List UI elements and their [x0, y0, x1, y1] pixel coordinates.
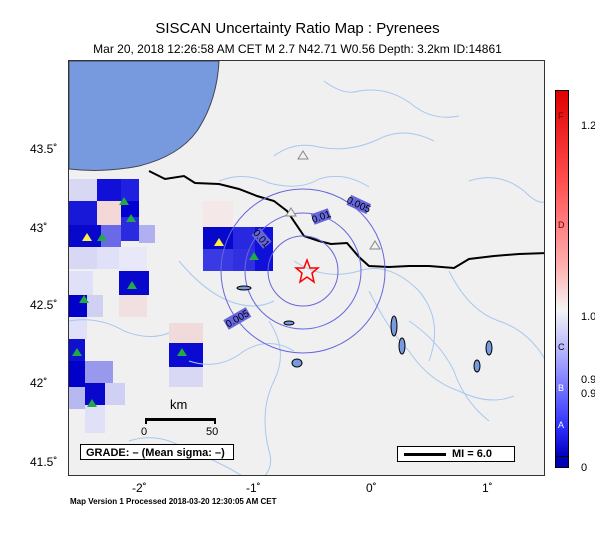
colorbar	[555, 90, 569, 457]
colorbar-label: 0.9	[581, 388, 595, 400]
colorbar-label: 1.2	[581, 120, 595, 132]
station-marker	[72, 348, 82, 356]
colorbar-label: 1.0	[581, 311, 595, 323]
mi-label: MI = 6.0	[452, 448, 493, 460]
rivers	[69, 80, 544, 475]
station-marker	[297, 150, 309, 160]
station-marker	[249, 252, 259, 260]
mi-legend: MI = 6.0	[397, 446, 515, 462]
colorbar-grade: D	[558, 220, 565, 230]
scale-bar	[145, 418, 216, 421]
lakes	[236, 285, 493, 373]
scale-tick	[145, 418, 147, 424]
contour-label: 0.005	[224, 308, 252, 330]
scale-label: 0	[141, 426, 148, 438]
scale-unit: km	[170, 397, 188, 412]
scale-tick	[214, 418, 216, 424]
uncertainty-grid	[69, 179, 273, 433]
scale-label: 50	[206, 426, 219, 438]
lon-label: 0˚	[366, 481, 377, 495]
station-marker	[126, 214, 136, 222]
map-area[interactable]: 0.005 0.01 0.01 0.005	[68, 60, 545, 476]
country-border	[148, 170, 544, 270]
grade-box: GRADE: – (Mean sigma: –)	[80, 444, 234, 460]
epicenter-star	[293, 257, 321, 284]
lon-label: 1˚	[482, 481, 493, 495]
station-marker	[127, 281, 137, 289]
station-marker	[285, 207, 297, 217]
contour-label: 0.005	[345, 195, 373, 216]
station-marker	[87, 399, 97, 407]
contour-label: 0.01	[310, 209, 332, 226]
event-subtitle: Mar 20, 2018 12:26:58 AM CET M 2.7 N42.7…	[93, 42, 502, 56]
lon-label: -1˚	[246, 481, 261, 495]
colorbar-label: 0.9	[581, 374, 595, 386]
station-marker	[177, 348, 187, 356]
station-marker	[82, 233, 92, 241]
lat-label: 43˚	[30, 221, 48, 235]
colorbar-base	[555, 456, 569, 468]
station-marker	[369, 240, 381, 250]
lon-label: -2˚	[132, 481, 147, 495]
stations	[72, 150, 381, 407]
processing-footer: Map Version 1 Processed 2018-03-20 12:30…	[70, 497, 277, 506]
mi-line	[404, 453, 446, 456]
colorbar-label: 0	[581, 462, 588, 474]
contours	[220, 188, 386, 354]
colorbar-grade: F	[558, 111, 564, 121]
station-marker	[119, 197, 129, 205]
map-title: SISCAN Uncertainty Ratio Map : Pyrenees	[155, 20, 440, 37]
colorbar-grade: A	[558, 420, 565, 430]
station-marker	[97, 233, 107, 241]
station-marker	[79, 295, 89, 303]
lat-label: 42˚	[30, 376, 48, 390]
colorbar-grade: B	[558, 383, 565, 393]
station-marker	[214, 238, 224, 246]
lat-label: 42.5˚	[30, 298, 58, 312]
colorbar-grade: C	[558, 342, 565, 352]
map-canvas: 0.005 0.01 0.01 0.005	[69, 61, 544, 475]
lat-label: 43.5˚	[30, 142, 58, 156]
sea-bay	[69, 61, 220, 171]
lat-label: 41.5˚	[30, 455, 58, 469]
